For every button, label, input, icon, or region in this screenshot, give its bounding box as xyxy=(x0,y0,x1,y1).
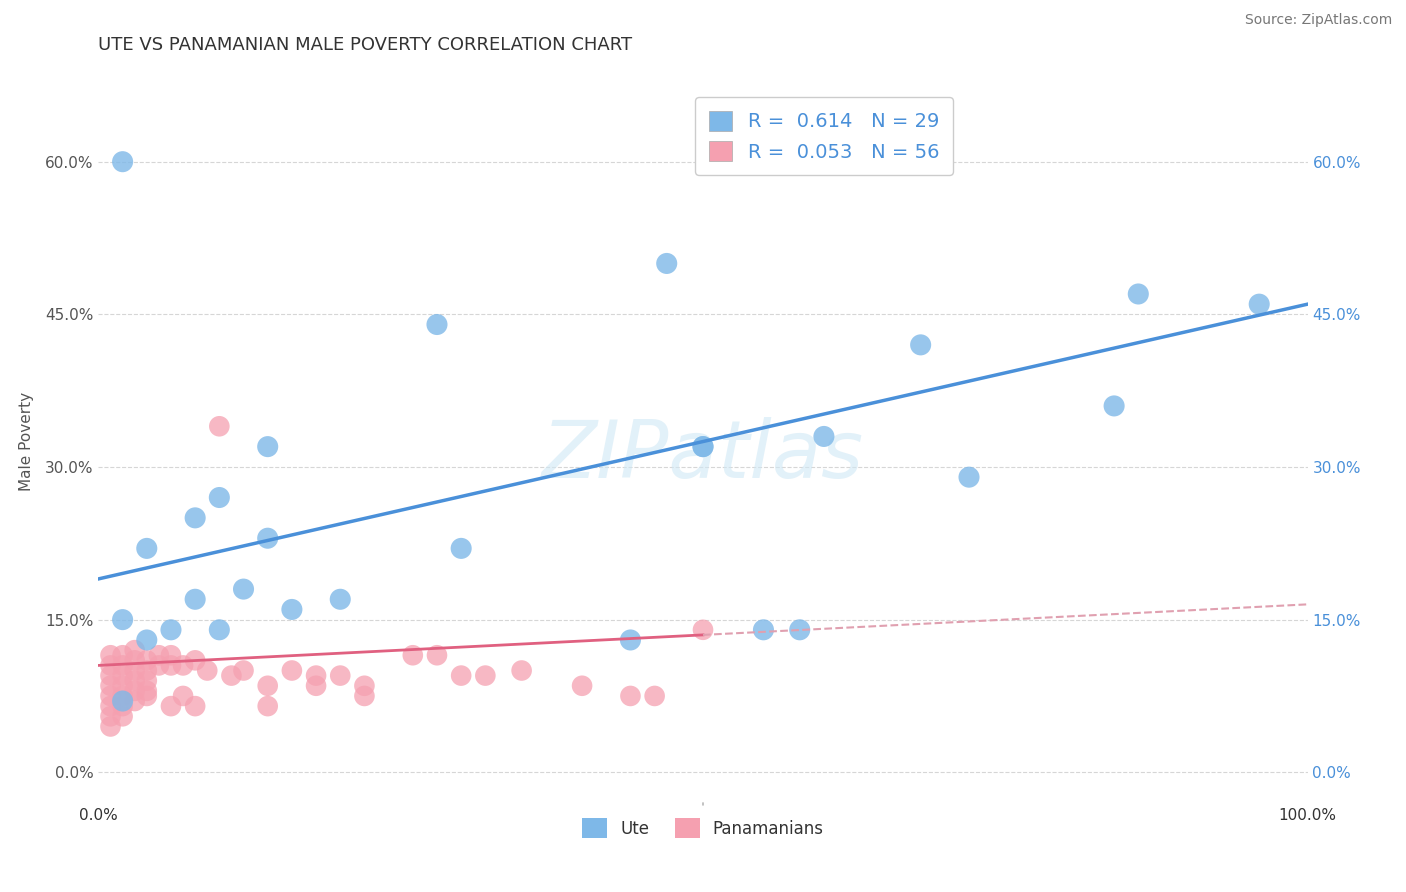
Point xyxy=(100,648,122,663)
Point xyxy=(100,719,122,733)
Point xyxy=(1128,287,1150,301)
Point xyxy=(256,679,278,693)
Point xyxy=(426,648,449,663)
Point xyxy=(100,709,122,723)
Point xyxy=(402,648,425,663)
Point xyxy=(1102,399,1125,413)
Point xyxy=(160,623,183,637)
Point xyxy=(124,664,146,678)
Point xyxy=(135,684,157,698)
Point xyxy=(184,653,207,667)
Point xyxy=(160,699,183,714)
Point xyxy=(450,668,472,682)
Point xyxy=(692,623,714,637)
Point xyxy=(100,668,122,682)
Point xyxy=(148,658,170,673)
Point xyxy=(256,699,278,714)
Point xyxy=(221,668,243,682)
Point xyxy=(184,511,207,525)
Point xyxy=(160,648,183,663)
Point xyxy=(172,658,194,673)
Legend: Ute, Panamanians: Ute, Panamanians xyxy=(575,812,831,845)
Point xyxy=(256,440,278,454)
Point xyxy=(160,658,183,673)
Point xyxy=(692,440,714,454)
Point xyxy=(124,684,146,698)
Point xyxy=(450,541,472,556)
Point xyxy=(208,419,231,434)
Point xyxy=(305,668,328,682)
Point xyxy=(329,668,352,682)
Point xyxy=(789,623,811,637)
Y-axis label: Male Poverty: Male Poverty xyxy=(18,392,34,491)
Point xyxy=(100,679,122,693)
Point xyxy=(910,338,932,352)
Point xyxy=(644,689,666,703)
Point xyxy=(111,694,134,708)
Point xyxy=(111,679,134,693)
Point xyxy=(135,673,157,688)
Point xyxy=(148,648,170,663)
Point xyxy=(813,429,835,443)
Point xyxy=(1249,297,1271,311)
Point xyxy=(329,592,352,607)
Point xyxy=(111,658,134,673)
Point xyxy=(305,679,328,693)
Point xyxy=(474,668,496,682)
Point xyxy=(208,491,231,505)
Point xyxy=(135,541,157,556)
Point xyxy=(256,531,278,545)
Point xyxy=(281,602,304,616)
Point xyxy=(619,689,641,703)
Point xyxy=(184,699,207,714)
Point xyxy=(752,623,775,637)
Point xyxy=(172,689,194,703)
Point xyxy=(232,582,254,596)
Point xyxy=(571,679,593,693)
Point xyxy=(135,664,157,678)
Point xyxy=(111,689,134,703)
Point xyxy=(111,648,134,663)
Point xyxy=(111,699,134,714)
Point xyxy=(111,154,134,169)
Point xyxy=(100,658,122,673)
Point xyxy=(195,664,218,678)
Point xyxy=(124,653,146,667)
Point xyxy=(100,689,122,703)
Point xyxy=(281,664,304,678)
Point xyxy=(124,694,146,708)
Point xyxy=(124,643,146,657)
Point xyxy=(135,653,157,667)
Text: ZIPatlas: ZIPatlas xyxy=(541,417,865,495)
Point xyxy=(111,613,134,627)
Point xyxy=(232,664,254,678)
Point xyxy=(135,689,157,703)
Text: Source: ZipAtlas.com: Source: ZipAtlas.com xyxy=(1244,13,1392,28)
Point xyxy=(135,632,157,647)
Point xyxy=(111,668,134,682)
Text: UTE VS PANAMANIAN MALE POVERTY CORRELATION CHART: UTE VS PANAMANIAN MALE POVERTY CORRELATI… xyxy=(98,36,633,54)
Point xyxy=(353,689,375,703)
Point xyxy=(353,679,375,693)
Point xyxy=(100,699,122,714)
Point xyxy=(184,592,207,607)
Point xyxy=(692,440,714,454)
Point xyxy=(957,470,980,484)
Point xyxy=(124,673,146,688)
Point xyxy=(619,632,641,647)
Point xyxy=(426,318,449,332)
Point xyxy=(111,709,134,723)
Point xyxy=(208,623,231,637)
Point xyxy=(655,256,678,270)
Point xyxy=(510,664,533,678)
